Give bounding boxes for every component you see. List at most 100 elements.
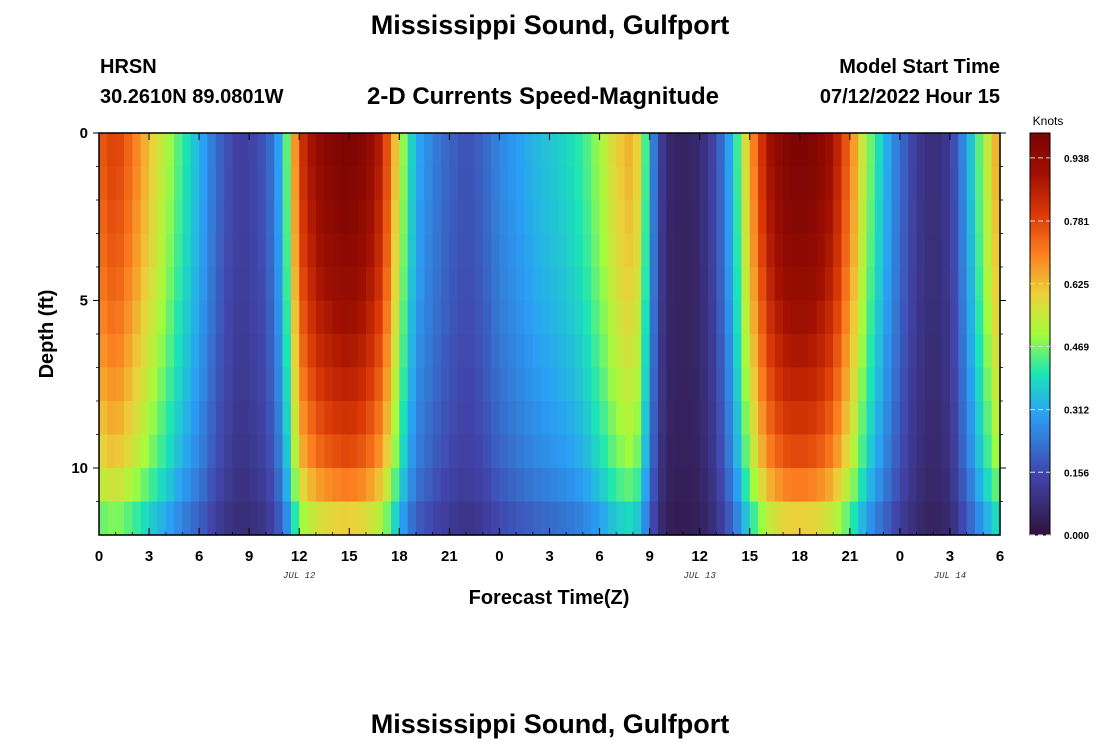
heatmap-cell [157,200,167,235]
heatmap-cell [808,133,818,168]
heatmap-cell [708,166,717,201]
heatmap-cell [691,300,701,335]
heatmap-cell [724,133,734,168]
heatmap-cell [741,468,751,503]
heatmap-cell [332,200,342,235]
heatmap-cell [874,233,884,268]
heatmap-cell [207,401,217,436]
heatmap-cell [549,401,559,436]
heatmap-cell [374,367,384,402]
heatmap-cell [657,300,667,335]
heatmap-cell [457,468,467,503]
heatmap-cell [332,434,342,469]
heatmap-cell [582,267,592,302]
heatmap-cell [666,300,676,335]
heatmap-cell [824,133,834,168]
heatmap-cell [532,334,542,369]
heatmap-cell [624,133,634,168]
heatmap-cell [924,133,934,168]
heatmap-cell [107,166,117,201]
heatmap-cell [674,300,684,335]
heatmap-cell [240,267,250,302]
heatmap-cell [833,267,843,302]
heatmap-cell [349,233,359,268]
colorbar-tick-label: 0.625 [1064,280,1089,291]
heatmap-cell [340,233,350,268]
heatmap-cell [758,200,768,235]
heatmap-cell [599,300,609,335]
heatmap-cell [516,133,526,168]
heatmap-cell [666,468,676,503]
heatmap-cell [866,468,876,503]
heatmap-cell [324,133,334,168]
heatmap-cell [649,401,659,436]
heatmap-cell [891,468,901,503]
heatmap-cell [624,267,634,302]
heatmap-cell [833,501,843,536]
heatmap-cell [349,267,359,302]
heatmap-cell [357,166,367,201]
heatmap-cell [257,300,267,335]
heatmap-cell [983,267,993,302]
heatmap-cell [482,501,492,536]
heatmap-cell [841,501,851,536]
y-axis-label: Depth (ft) [36,290,58,379]
heatmap-cell [949,267,959,302]
heatmap-cell [574,434,584,469]
heatmap-cell [916,200,926,235]
heatmap-cell [215,267,225,302]
heatmap-cell [240,334,250,369]
heatmap-cell [549,300,559,335]
heatmap-cell [708,468,717,503]
heatmap-cell [549,434,559,469]
heatmap-cell [624,434,634,469]
heatmap-cell [607,401,617,436]
heatmap-cell [107,133,117,168]
heatmap-cell [749,267,759,302]
heatmap-cell [449,367,459,402]
heatmap-cell [374,501,384,536]
heatmap-cell [816,166,826,201]
heatmap-cell [624,401,634,436]
heatmap-cell [582,300,592,335]
heatmap-cell [657,166,667,201]
heatmap-cell [315,334,325,369]
heatmap-cell [616,434,626,469]
heatmap-cell [599,367,609,402]
heatmap-cell [749,468,759,503]
heatmap-cell [207,367,217,402]
heatmap-cell [199,200,209,235]
heatmap-cell [516,367,526,402]
heatmap-cell [966,300,976,335]
heatmap-cell [866,367,876,402]
heatmap-cell [524,367,534,402]
heatmap-cell [374,401,384,436]
heatmap-cell [833,133,843,168]
heatmap-cell [165,401,175,436]
heatmap-cell [582,233,592,268]
heatmap-cell [307,267,317,302]
heatmap-cell [674,166,684,201]
heatmap-cell [774,166,784,201]
heatmap-cell [424,267,434,302]
heatmap-cell [424,233,434,268]
heatmap-cell [99,300,108,335]
heatmap-cell [390,367,400,402]
heatmap-cell [124,233,133,268]
heatmap-cell [207,166,217,201]
heatmap-cell [466,468,476,503]
heatmap-cell [824,501,834,536]
heatmap-cell [257,267,267,302]
heatmap-cell [357,434,367,469]
heatmap-cell [207,300,217,335]
heatmap-cell [115,233,125,268]
heatmap-cell [624,367,634,402]
heatmap-cell [182,133,192,168]
heatmap-cell [916,367,926,402]
heatmap-cell [624,166,634,201]
heatmap-cell [933,166,943,201]
heatmap-cell [708,501,717,536]
heatmap-cell [699,133,709,168]
heatmap-cell [791,200,801,235]
heatmap-cell [157,133,167,168]
